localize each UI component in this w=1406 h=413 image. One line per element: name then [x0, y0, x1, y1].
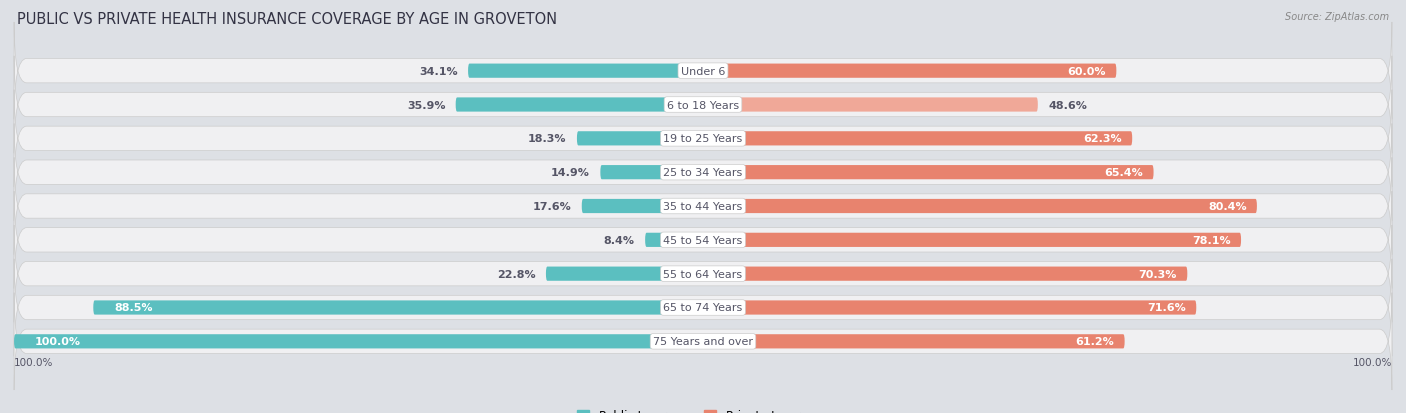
- FancyBboxPatch shape: [14, 23, 1392, 120]
- FancyBboxPatch shape: [456, 98, 703, 112]
- FancyBboxPatch shape: [703, 267, 1187, 281]
- FancyBboxPatch shape: [14, 57, 1392, 154]
- FancyBboxPatch shape: [600, 166, 703, 180]
- Text: 70.3%: 70.3%: [1139, 269, 1177, 279]
- Text: 100.0%: 100.0%: [1353, 357, 1392, 368]
- FancyBboxPatch shape: [14, 259, 1392, 356]
- FancyBboxPatch shape: [14, 225, 1392, 323]
- Text: 14.9%: 14.9%: [551, 168, 591, 178]
- Text: 45 to 54 Years: 45 to 54 Years: [664, 235, 742, 245]
- Text: 55 to 64 Years: 55 to 64 Years: [664, 269, 742, 279]
- FancyBboxPatch shape: [645, 233, 703, 247]
- Text: 6 to 18 Years: 6 to 18 Years: [666, 100, 740, 110]
- Text: 65.4%: 65.4%: [1105, 168, 1143, 178]
- FancyBboxPatch shape: [93, 301, 703, 315]
- Text: 88.5%: 88.5%: [114, 303, 152, 313]
- FancyBboxPatch shape: [703, 132, 1132, 146]
- Text: 48.6%: 48.6%: [1047, 100, 1087, 110]
- Text: 100.0%: 100.0%: [35, 337, 80, 347]
- Text: 80.4%: 80.4%: [1208, 202, 1247, 211]
- FancyBboxPatch shape: [14, 158, 1392, 255]
- Text: 22.8%: 22.8%: [496, 269, 536, 279]
- Text: Source: ZipAtlas.com: Source: ZipAtlas.com: [1285, 12, 1389, 22]
- Text: Under 6: Under 6: [681, 66, 725, 76]
- FancyBboxPatch shape: [703, 166, 1153, 180]
- FancyBboxPatch shape: [14, 293, 1392, 390]
- FancyBboxPatch shape: [703, 301, 1197, 315]
- FancyBboxPatch shape: [546, 267, 703, 281]
- Text: 65 to 74 Years: 65 to 74 Years: [664, 303, 742, 313]
- FancyBboxPatch shape: [14, 335, 703, 349]
- FancyBboxPatch shape: [468, 64, 703, 78]
- Text: 19 to 25 Years: 19 to 25 Years: [664, 134, 742, 144]
- Text: 35.9%: 35.9%: [406, 100, 446, 110]
- FancyBboxPatch shape: [582, 199, 703, 214]
- Text: 71.6%: 71.6%: [1147, 303, 1185, 313]
- Text: 100.0%: 100.0%: [14, 357, 53, 368]
- Text: 75 Years and over: 75 Years and over: [652, 337, 754, 347]
- FancyBboxPatch shape: [14, 192, 1392, 289]
- Text: 78.1%: 78.1%: [1192, 235, 1230, 245]
- Text: 61.2%: 61.2%: [1076, 337, 1115, 347]
- Text: 8.4%: 8.4%: [603, 235, 634, 245]
- Text: 62.3%: 62.3%: [1083, 134, 1122, 144]
- FancyBboxPatch shape: [703, 199, 1257, 214]
- Text: PUBLIC VS PRIVATE HEALTH INSURANCE COVERAGE BY AGE IN GROVETON: PUBLIC VS PRIVATE HEALTH INSURANCE COVER…: [17, 12, 557, 27]
- Text: 60.0%: 60.0%: [1067, 66, 1107, 76]
- FancyBboxPatch shape: [14, 90, 1392, 188]
- FancyBboxPatch shape: [703, 233, 1241, 247]
- Text: 35 to 44 Years: 35 to 44 Years: [664, 202, 742, 211]
- FancyBboxPatch shape: [703, 335, 1125, 349]
- Legend: Public Insurance, Private Insurance: Public Insurance, Private Insurance: [572, 404, 834, 413]
- Text: 34.1%: 34.1%: [419, 66, 458, 76]
- FancyBboxPatch shape: [703, 64, 1116, 78]
- FancyBboxPatch shape: [576, 132, 703, 146]
- FancyBboxPatch shape: [703, 98, 1038, 112]
- Text: 17.6%: 17.6%: [533, 202, 571, 211]
- Text: 25 to 34 Years: 25 to 34 Years: [664, 168, 742, 178]
- FancyBboxPatch shape: [14, 124, 1392, 221]
- Text: 18.3%: 18.3%: [529, 134, 567, 144]
